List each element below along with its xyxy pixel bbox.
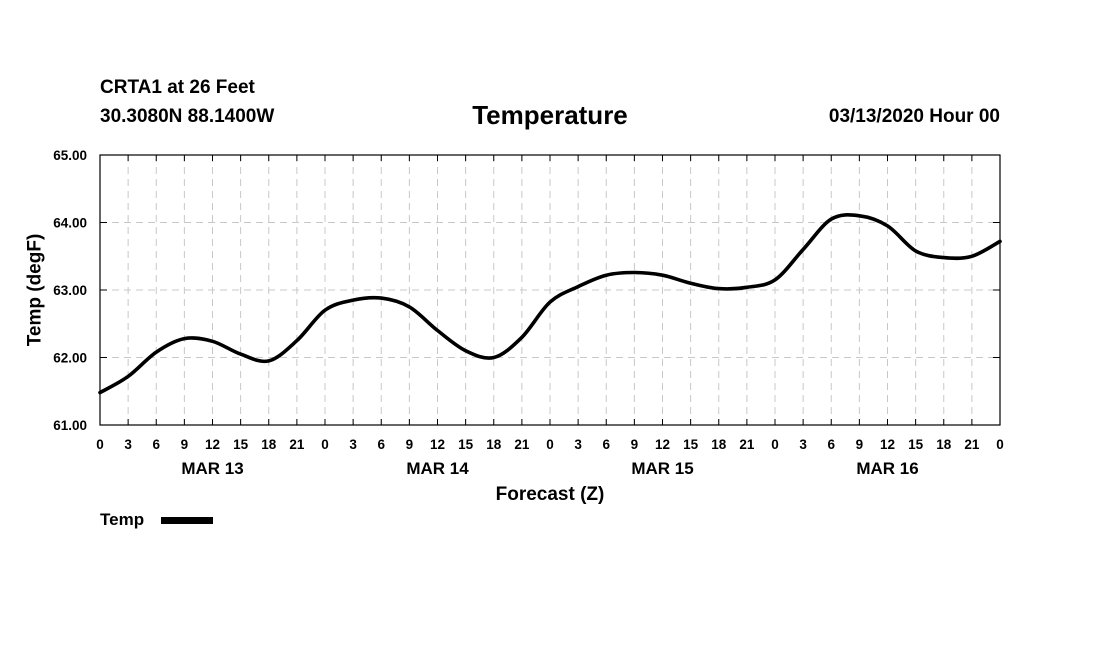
legend: Temp	[100, 510, 213, 529]
x-tick-label: 21	[514, 437, 530, 452]
x-tick-label: 12	[430, 437, 445, 452]
chart-title: Temperature	[472, 100, 628, 130]
x-tick-label: 18	[261, 437, 277, 452]
day-label: MAR 14	[406, 459, 469, 478]
x-tick-label: 3	[574, 437, 582, 452]
y-tick-label: 64.00	[53, 216, 87, 231]
x-tick-label: 15	[458, 437, 474, 452]
x-tick-label: 6	[377, 437, 385, 452]
x-tick-label: 12	[205, 437, 220, 452]
x-tick-label: 0	[321, 437, 329, 452]
x-tick-label: 21	[964, 437, 980, 452]
x-tick-label: 0	[546, 437, 554, 452]
x-tick-label: 18	[486, 437, 502, 452]
x-tick-label: 9	[181, 437, 189, 452]
x-tick-label: 21	[289, 437, 305, 452]
station-label: CRTA1 at 26 Feet	[100, 77, 255, 98]
station-coordinates: 30.3080N 88.1400W	[100, 106, 275, 127]
x-tick-label: 3	[124, 437, 132, 452]
temp-series-line	[98, 213, 1002, 395]
x-tick-label: 6	[152, 437, 160, 452]
axis-labels: 0 3 6 9 12 15 18 21 0 3 6 9 12 15 18 21 0 3 6 9 12 15 18 21 0 3 6 9…	[53, 148, 1004, 478]
y-tick-label: 63.00	[53, 283, 87, 298]
x-tick-label: 0	[771, 437, 779, 452]
x-tick-label: 3	[799, 437, 807, 452]
x-tick-label: 3	[349, 437, 357, 452]
axis-ticks	[99, 154, 1001, 426]
x-tick-label: 0	[996, 437, 1004, 452]
x-tick-label: 6	[602, 437, 610, 452]
grid-lines	[100, 155, 1000, 425]
x-tick-label: 15	[683, 437, 699, 452]
x-tick-label: 18	[936, 437, 952, 452]
x-tick-label: 9	[631, 437, 639, 452]
x-tick-label: 12	[880, 437, 895, 452]
x-tick-label: 9	[406, 437, 414, 452]
x-tick-label: 6	[827, 437, 835, 452]
x-tick-label: 18	[711, 437, 727, 452]
x-tick-label: 12	[655, 437, 670, 452]
y-tick-label: 62.00	[53, 351, 87, 366]
x-tick-label: 21	[739, 437, 755, 452]
legend-label-temp: Temp	[100, 510, 144, 529]
x-tick-label: 15	[233, 437, 249, 452]
x-tick-label: 0	[96, 437, 104, 452]
x-tick-label: 9	[856, 437, 864, 452]
legend-swatch-temp	[161, 517, 213, 524]
forecast-date: 03/13/2020 Hour 00	[828, 106, 1000, 127]
x-tick-label: 15	[908, 437, 924, 452]
y-tick-label: 65.00	[53, 148, 87, 163]
y-tick-label: 61.00	[53, 418, 87, 433]
y-axis-title: Temp (degF)	[25, 234, 46, 347]
day-label: MAR 16	[856, 459, 918, 478]
day-label: MAR 13	[181, 459, 243, 478]
day-label: MAR 15	[631, 459, 693, 478]
x-axis-title: Forecast (Z)	[496, 484, 605, 505]
